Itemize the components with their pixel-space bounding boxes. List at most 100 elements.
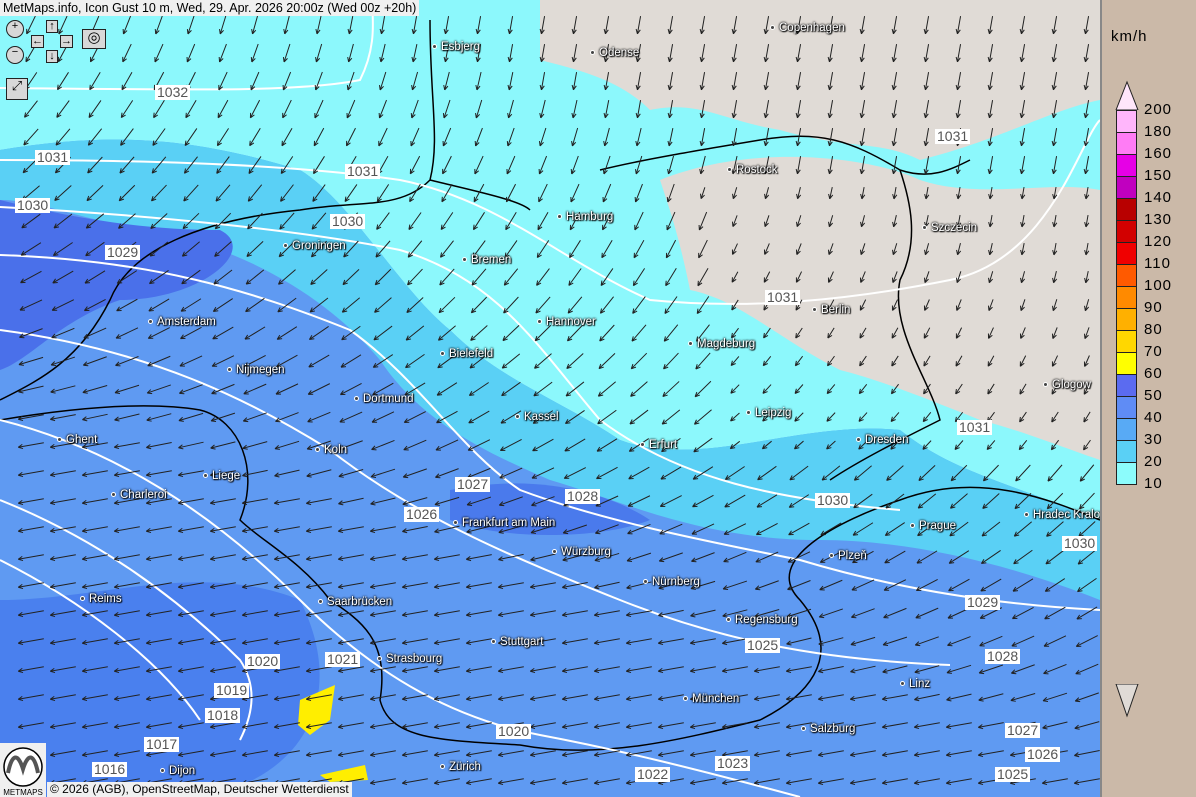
- wind-arrow: [113, 526, 140, 534]
- wind-arrow: [629, 409, 649, 425]
- wind-arrow: [214, 212, 232, 230]
- wind-arrow: [950, 493, 968, 509]
- legend-label: 180: [1144, 123, 1173, 140]
- wind-arrow: [283, 15, 290, 35]
- wind-arrow: [859, 355, 867, 367]
- wind-arrow: [659, 523, 683, 535]
- wind-arrow: [597, 409, 617, 425]
- wind-arrow: [1020, 187, 1026, 200]
- wind-arrow: [923, 100, 930, 119]
- wind-arrow: [49, 554, 76, 562]
- wind-arrow: [403, 411, 426, 423]
- wind-arrow: [465, 750, 492, 758]
- pan-up-button[interactable]: ↑: [46, 20, 58, 33]
- wind-arrow: [597, 381, 616, 397]
- wind-arrow: [914, 693, 940, 702]
- camera-icon[interactable]: ◎: [82, 29, 106, 49]
- wind-arrow: [1083, 44, 1090, 63]
- city-label: Plzeň: [829, 550, 867, 562]
- wind-arrow: [433, 778, 460, 786]
- wind-arrow: [49, 498, 76, 506]
- wind-arrow: [145, 470, 172, 478]
- wind-arrow: [475, 99, 483, 119]
- wind-arrow: [499, 439, 522, 452]
- wind-arrow: [664, 296, 678, 314]
- wind-arrow: [657, 722, 684, 730]
- wind-arrow: [276, 326, 298, 340]
- wind-arrow: [691, 552, 715, 563]
- wind-arrow: [891, 355, 899, 367]
- wind-arrow: [310, 269, 328, 285]
- wind-arrow: [1083, 100, 1090, 119]
- wind-arrow: [828, 215, 834, 228]
- wind-arrow: [1083, 156, 1090, 175]
- pan-left-button[interactable]: ←: [31, 35, 44, 48]
- isobar-label: 1020: [496, 723, 532, 739]
- wind-arrow: [55, 128, 71, 146]
- wind-arrow: [274, 469, 300, 478]
- wind-arrow: [52, 242, 73, 257]
- wind-arrow: [245, 269, 265, 285]
- wind-arrow: [81, 610, 108, 618]
- wind-arrow: [1051, 44, 1058, 63]
- wind-arrow: [17, 610, 44, 618]
- wind-arrow: [1019, 355, 1027, 367]
- isobar-label: 1031: [935, 128, 971, 144]
- legend-label: 150: [1144, 167, 1173, 184]
- wind-arrow: [183, 156, 198, 174]
- wind-arrow: [956, 187, 962, 200]
- wind-arrow: [945, 778, 972, 786]
- wind-arrow: [892, 187, 898, 200]
- wind-arrow: [401, 554, 428, 562]
- wind-arrow: [250, 71, 260, 91]
- legend-swatch: [1116, 220, 1137, 243]
- wind-arrow: [344, 184, 358, 202]
- wind-arrow: [81, 722, 108, 730]
- wind-arrow: [881, 750, 908, 758]
- wind-arrow: [891, 72, 898, 91]
- wind-arrow: [955, 156, 962, 175]
- wind-arrow: [700, 187, 706, 200]
- wind-arrow: [210, 412, 236, 423]
- wind-arrow: [121, 71, 133, 91]
- weather-map[interactable]: MetMaps.info, Icon Gust 10 m, Wed, 29. A…: [0, 0, 1100, 797]
- city-label: Copenhagen: [770, 22, 845, 34]
- wind-arrow: [891, 44, 898, 63]
- fullscreen-icon[interactable]: ⤢: [6, 78, 28, 100]
- wind-arrow: [314, 99, 324, 119]
- isobar-label: 1023: [715, 755, 751, 771]
- city-label: Erfurt: [640, 439, 677, 451]
- wind-arrow: [980, 578, 1002, 592]
- wind-arrow: [497, 666, 524, 674]
- wind-arrow: [731, 72, 738, 91]
- wind-arrow: [242, 469, 268, 478]
- legend-swatch: [1116, 418, 1137, 441]
- wind-arrow: [314, 71, 323, 91]
- wind-arrow: [662, 381, 680, 398]
- wind-arrow: [827, 271, 834, 283]
- wind-arrow: [923, 355, 931, 367]
- wind-arrow: [539, 99, 546, 119]
- legend-label: 200: [1144, 101, 1173, 118]
- wind-arrow: [247, 184, 263, 202]
- wind-arrow: [945, 750, 972, 758]
- wind-arrow: [982, 464, 999, 482]
- city-label: Dijon: [160, 765, 195, 777]
- wind-arrow: [1010, 664, 1035, 675]
- wind-arrow: [497, 778, 524, 786]
- wind-arrow: [468, 410, 490, 424]
- zoom-in-icon[interactable]: +: [6, 20, 24, 38]
- wind-arrow: [884, 550, 906, 564]
- pan-down-button[interactable]: ↓: [46, 50, 58, 63]
- wind-arrow: [179, 384, 203, 395]
- wind-arrow: [795, 271, 803, 283]
- legend-swatch: [1116, 132, 1137, 155]
- wind-arrow: [86, 185, 104, 202]
- zoom-out-icon[interactable]: −: [6, 46, 24, 64]
- wind-arrow: [561, 582, 588, 590]
- pan-right-button[interactable]: →: [60, 35, 73, 48]
- wind-arrow: [410, 127, 420, 147]
- wind-arrow: [83, 298, 106, 312]
- wind-arrow: [821, 465, 841, 481]
- city-label: Nijmegen: [227, 364, 285, 376]
